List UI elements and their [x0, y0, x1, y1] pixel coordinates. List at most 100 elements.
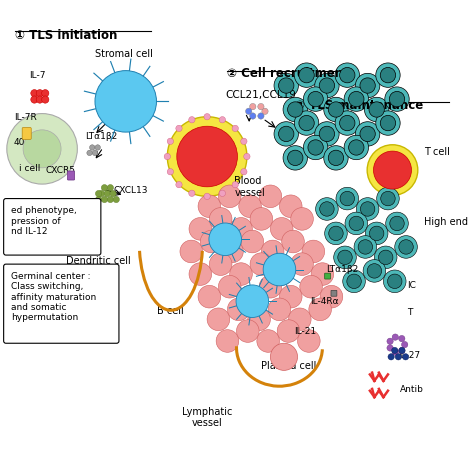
Circle shape: [291, 253, 313, 275]
Circle shape: [270, 343, 298, 370]
Circle shape: [356, 122, 380, 146]
Circle shape: [250, 208, 273, 230]
Circle shape: [167, 138, 173, 145]
Circle shape: [324, 146, 348, 170]
Circle shape: [198, 285, 221, 308]
Text: ③ TLS maintenance: ③ TLS maintenance: [295, 99, 424, 112]
Circle shape: [216, 330, 239, 352]
Text: Blood
vessel: Blood vessel: [234, 176, 265, 198]
Circle shape: [237, 320, 259, 342]
Circle shape: [380, 115, 396, 131]
Circle shape: [324, 97, 348, 122]
Circle shape: [367, 264, 382, 278]
Text: IL-22: IL-22: [74, 204, 97, 213]
Circle shape: [383, 270, 406, 292]
Circle shape: [349, 216, 364, 231]
Circle shape: [358, 240, 373, 254]
Circle shape: [365, 97, 389, 122]
Circle shape: [369, 226, 384, 241]
Circle shape: [221, 240, 243, 263]
Circle shape: [230, 218, 252, 240]
Circle shape: [374, 151, 411, 189]
Circle shape: [348, 140, 364, 155]
Circle shape: [258, 113, 264, 119]
Circle shape: [239, 285, 261, 308]
Text: IL-7: IL-7: [29, 71, 46, 80]
Circle shape: [376, 111, 400, 135]
Circle shape: [180, 240, 202, 263]
Circle shape: [340, 191, 355, 206]
FancyBboxPatch shape: [4, 199, 101, 255]
Circle shape: [367, 145, 418, 195]
Circle shape: [302, 240, 325, 263]
Circle shape: [401, 341, 408, 348]
Circle shape: [189, 190, 195, 196]
Circle shape: [246, 108, 252, 115]
Circle shape: [344, 135, 368, 160]
Circle shape: [87, 150, 92, 155]
Circle shape: [219, 190, 226, 196]
Circle shape: [365, 222, 388, 245]
Circle shape: [95, 71, 156, 132]
Circle shape: [299, 67, 314, 83]
Circle shape: [389, 91, 405, 107]
Circle shape: [207, 308, 230, 330]
Circle shape: [303, 87, 328, 111]
Circle shape: [345, 212, 368, 235]
Circle shape: [380, 67, 396, 83]
Circle shape: [319, 202, 334, 216]
Circle shape: [219, 275, 241, 298]
Circle shape: [101, 196, 108, 203]
Text: IL-27: IL-27: [398, 351, 420, 360]
Circle shape: [320, 285, 343, 308]
Text: CXCL13: CXCL13: [113, 186, 148, 195]
Circle shape: [311, 263, 334, 285]
Circle shape: [230, 263, 252, 285]
Circle shape: [177, 126, 237, 187]
Circle shape: [270, 218, 293, 240]
Text: Plasma cell: Plasma cell: [261, 361, 316, 371]
Circle shape: [36, 90, 44, 97]
Text: IL-4Rα: IL-4Rα: [310, 297, 338, 306]
Circle shape: [328, 150, 344, 165]
Circle shape: [42, 90, 49, 97]
Text: CXCR5: CXCR5: [46, 165, 76, 174]
Circle shape: [250, 103, 256, 110]
Circle shape: [303, 135, 328, 160]
Text: ① TLS initiation: ① TLS initiation: [15, 29, 118, 42]
Circle shape: [399, 240, 413, 254]
Text: ② Cell recruitment: ② Cell recruitment: [228, 67, 349, 81]
Circle shape: [343, 270, 365, 292]
Circle shape: [376, 63, 400, 87]
Circle shape: [283, 146, 308, 170]
Circle shape: [315, 122, 339, 146]
Circle shape: [299, 115, 314, 131]
Circle shape: [388, 274, 402, 289]
Text: B cell: B cell: [157, 306, 184, 316]
Circle shape: [291, 208, 313, 230]
Circle shape: [262, 108, 268, 115]
Circle shape: [300, 275, 322, 298]
Circle shape: [274, 122, 299, 146]
FancyBboxPatch shape: [67, 171, 74, 180]
Circle shape: [294, 63, 319, 87]
Text: High end: High end: [424, 217, 468, 227]
Circle shape: [228, 298, 250, 320]
Circle shape: [279, 78, 294, 93]
Text: Antib: Antib: [400, 385, 424, 394]
Circle shape: [336, 187, 358, 210]
Circle shape: [356, 73, 380, 98]
Circle shape: [204, 193, 210, 200]
Circle shape: [360, 126, 375, 142]
Circle shape: [334, 246, 356, 269]
Circle shape: [377, 187, 399, 210]
Circle shape: [189, 218, 211, 240]
Circle shape: [259, 185, 282, 208]
Text: LTα1β2: LTα1β2: [85, 132, 117, 141]
Circle shape: [23, 130, 61, 168]
Circle shape: [399, 347, 405, 354]
Text: IL-7R: IL-7R: [14, 113, 37, 122]
Circle shape: [268, 298, 291, 320]
Circle shape: [36, 96, 44, 103]
Circle shape: [210, 253, 232, 275]
